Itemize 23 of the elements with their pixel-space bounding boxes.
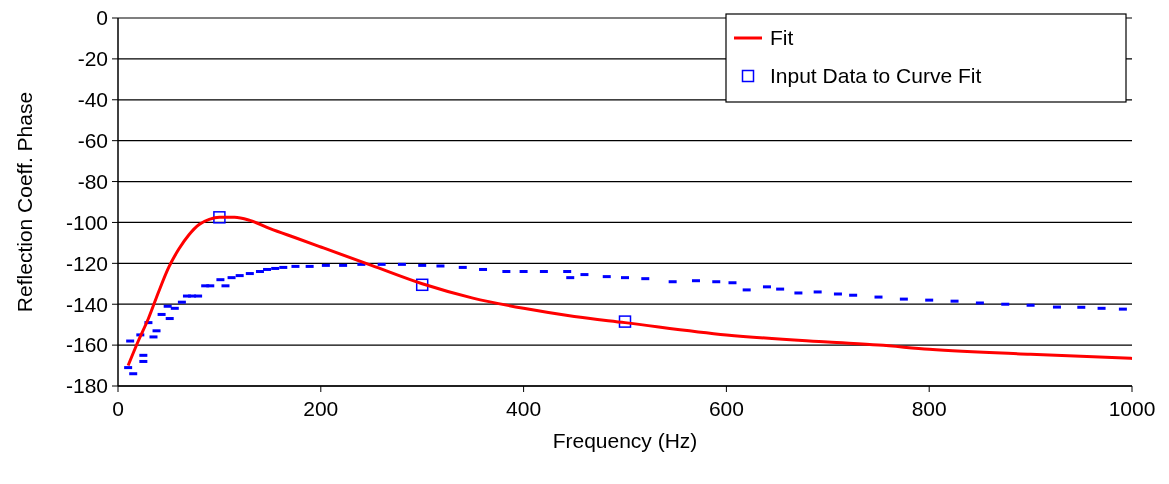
point bbox=[213, 211, 226, 224]
point bbox=[415, 278, 429, 292]
x-tick-label: 800 bbox=[911, 397, 947, 420]
y-tick-label: -80 bbox=[77, 169, 108, 193]
y-tick-label: -140 bbox=[65, 292, 108, 316]
x-axis-title: Frequency (Hz) bbox=[552, 429, 698, 452]
y-tick-label: -180 bbox=[65, 374, 108, 398]
y-tick-label: -160 bbox=[65, 333, 108, 357]
y-tick-label: -20 bbox=[77, 47, 108, 71]
x-tick-label: 1000 bbox=[1108, 397, 1156, 420]
point bbox=[618, 315, 632, 328]
legend-label: Fit bbox=[770, 26, 794, 50]
y-tick-label: -60 bbox=[77, 129, 108, 153]
x-tick-label: 200 bbox=[303, 397, 339, 420]
y-tick-label: -100 bbox=[65, 210, 108, 234]
x-tick-label: 400 bbox=[506, 397, 542, 420]
x-tick-label: 600 bbox=[708, 397, 744, 420]
legend-label: Input Data to Curve Fit bbox=[770, 64, 982, 88]
y-tick-label: 0 bbox=[96, 6, 108, 30]
y-tick-label: -120 bbox=[65, 251, 108, 275]
y-tick-label: -40 bbox=[77, 88, 108, 112]
y-axis-title: Reflection Coeff. Phase bbox=[13, 91, 36, 313]
x-tick-label: 0 bbox=[112, 397, 124, 420]
